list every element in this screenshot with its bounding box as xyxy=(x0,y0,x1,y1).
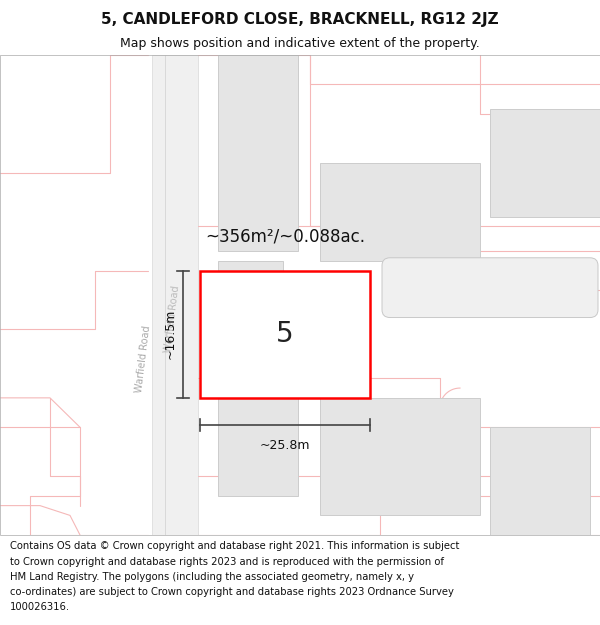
FancyBboxPatch shape xyxy=(382,258,598,318)
Text: 100026316.: 100026316. xyxy=(10,602,70,612)
Bar xyxy=(200,271,370,398)
Text: ~25.8m: ~25.8m xyxy=(260,439,310,452)
Bar xyxy=(320,398,480,516)
Bar xyxy=(218,55,298,251)
Text: Warfield Road: Warfield Road xyxy=(134,324,152,393)
Text: ~16.5m: ~16.5m xyxy=(164,309,177,359)
Bar xyxy=(218,359,298,496)
Text: Contains OS data © Crown copyright and database right 2021. This information is : Contains OS data © Crown copyright and d… xyxy=(10,541,459,551)
Text: Map shows position and indicative extent of the property.: Map shows position and indicative extent… xyxy=(120,38,480,51)
Text: 5, CANDLEFORD CLOSE, BRACKNELL, RG12 2JZ: 5, CANDLEFORD CLOSE, BRACKNELL, RG12 2JZ xyxy=(101,12,499,27)
Text: to Crown copyright and database rights 2023 and is reproduced with the permissio: to Crown copyright and database rights 2… xyxy=(10,557,443,567)
Bar xyxy=(218,261,283,359)
Text: ~356m²/~0.088ac.: ~356m²/~0.088ac. xyxy=(205,228,365,245)
Bar xyxy=(490,428,590,535)
Bar xyxy=(152,55,198,535)
Text: HM Land Registry. The polygons (including the associated geometry, namely x, y: HM Land Registry. The polygons (includin… xyxy=(10,572,413,582)
Text: Warfield Road: Warfield Road xyxy=(163,286,181,354)
Bar xyxy=(320,162,480,261)
Text: 5: 5 xyxy=(276,320,294,348)
Bar xyxy=(490,109,600,217)
Text: co-ordinates) are subject to Crown copyright and database rights 2023 Ordnance S: co-ordinates) are subject to Crown copyr… xyxy=(10,588,454,598)
